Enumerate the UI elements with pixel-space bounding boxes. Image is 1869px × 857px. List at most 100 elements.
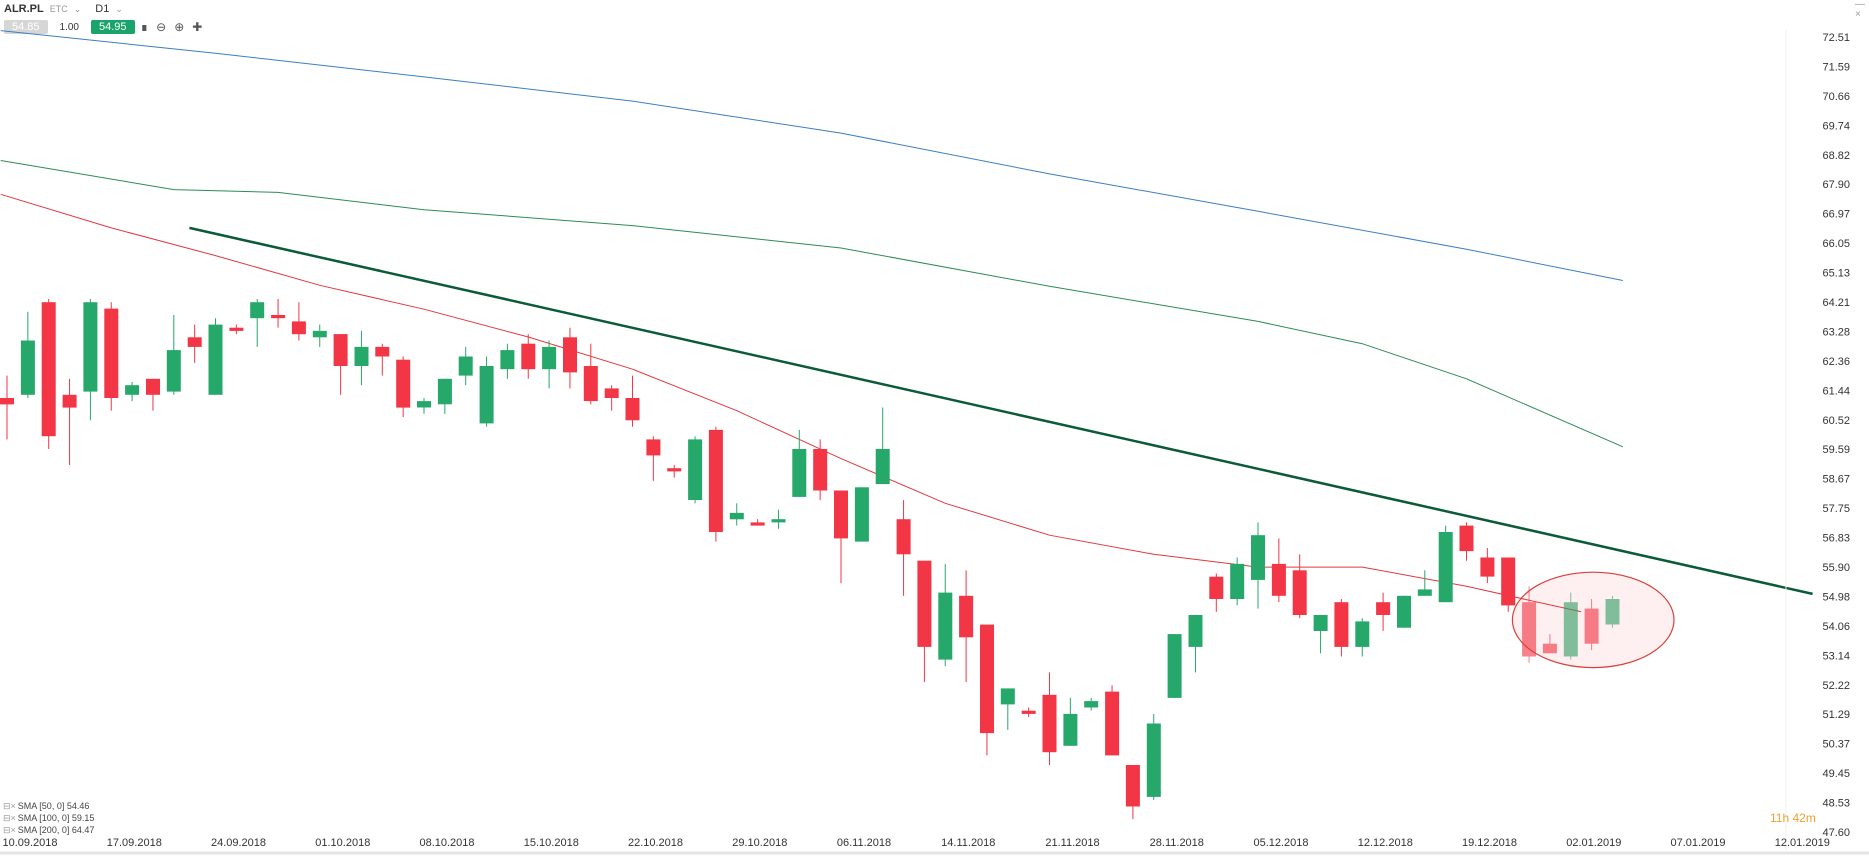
candle bbox=[625, 375, 640, 427]
candle bbox=[41, 299, 56, 449]
candle-body bbox=[437, 378, 452, 405]
legend-label[interactable]: SMA [100, 0] 59.15 bbox=[17, 813, 95, 823]
y-tick-label: 49.45 bbox=[1822, 768, 1850, 780]
candle bbox=[708, 426, 723, 542]
candle-body bbox=[1417, 589, 1432, 596]
x-tick-label: 12.12.2018 bbox=[1358, 837, 1413, 849]
candle bbox=[1084, 698, 1099, 711]
symbol-name[interactable]: ALR.PL bbox=[4, 3, 44, 15]
legend-label[interactable]: SMA [50, 0] 54.46 bbox=[17, 801, 90, 811]
candle-body bbox=[1021, 710, 1036, 714]
candle bbox=[166, 315, 181, 395]
candle-body bbox=[1188, 615, 1203, 647]
remove-icon[interactable]: ⊟× bbox=[3, 825, 16, 835]
y-tick-label: 55.90 bbox=[1822, 562, 1850, 574]
candle bbox=[729, 503, 744, 526]
candle bbox=[521, 334, 536, 379]
x-tick-label: 07.01.2019 bbox=[1670, 837, 1725, 849]
x-tick-label: 12.01.2019 bbox=[1775, 837, 1830, 849]
candle bbox=[917, 560, 932, 682]
candle bbox=[1105, 685, 1120, 756]
legend-item: ⊟× SMA [50, 0] 54.46 bbox=[3, 800, 94, 812]
x-tick-label: 05.12.2018 bbox=[1253, 837, 1308, 849]
y-tick-label: 52.22 bbox=[1822, 680, 1850, 692]
zoom-in-icon[interactable]: ⊕ bbox=[174, 20, 185, 34]
y-tick-label: 57.75 bbox=[1822, 503, 1850, 515]
drawings bbox=[189, 226, 1813, 669]
remove-icon[interactable]: ⊟× bbox=[3, 813, 16, 823]
candle-body bbox=[1480, 557, 1495, 577]
candle-body bbox=[980, 624, 994, 734]
candle-body bbox=[125, 385, 140, 395]
candle bbox=[1188, 615, 1203, 673]
remove-icon[interactable]: ⊟× bbox=[3, 801, 16, 811]
candle bbox=[291, 302, 306, 341]
x-tick-label: 29.10.2018 bbox=[732, 837, 787, 849]
candle-body bbox=[1563, 602, 1578, 657]
candle bbox=[1230, 557, 1245, 606]
candle-body bbox=[208, 324, 223, 395]
candle-body bbox=[146, 378, 160, 395]
candle bbox=[688, 436, 703, 504]
candle-body bbox=[0, 398, 14, 405]
timeframe-selector[interactable]: D1 bbox=[95, 3, 110, 15]
candle-body bbox=[1438, 532, 1453, 603]
y-axis: 72.51 71.59 70.66 69.74 68.82 67.90 66.97 66.05… bbox=[1785, 30, 1850, 850]
x-tick-label: 28.11.2018 bbox=[1150, 837, 1204, 849]
candle bbox=[1480, 548, 1495, 584]
candle-body bbox=[750, 522, 765, 526]
x-tick-label: 17.09.2018 bbox=[107, 837, 162, 849]
candle-body bbox=[625, 398, 640, 421]
window-controls[interactable]: — × bbox=[1855, 0, 1865, 20]
zoom-out-icon[interactable]: ⊖ bbox=[156, 20, 167, 34]
indicators-icon[interactable]: ∎ bbox=[140, 20, 149, 34]
chevron-down-icon[interactable]: ⌄ bbox=[115, 3, 123, 14]
sma-200-line bbox=[0, 30, 1623, 281]
candle-body bbox=[458, 356, 473, 376]
candle bbox=[1271, 538, 1286, 603]
candle bbox=[1417, 570, 1432, 596]
candle-body bbox=[396, 359, 411, 408]
sell-price-button[interactable]: 54.85 bbox=[4, 20, 48, 34]
candle-body bbox=[41, 302, 56, 437]
candle-body bbox=[875, 449, 890, 485]
legend-label[interactable]: SMA [200, 0] 64.47 bbox=[17, 825, 95, 835]
candle bbox=[1000, 688, 1015, 730]
candle-body bbox=[1271, 563, 1286, 596]
candle-body bbox=[250, 302, 265, 319]
crosshair-icon[interactable]: ✚ bbox=[192, 20, 203, 34]
candle bbox=[542, 340, 557, 389]
candle bbox=[1146, 713, 1161, 801]
candle-body bbox=[104, 308, 119, 398]
candle bbox=[500, 343, 515, 379]
sma-100-line bbox=[0, 160, 1624, 448]
y-tick-label: 54.98 bbox=[1822, 591, 1850, 603]
quantity-input[interactable]: 1.00 bbox=[59, 21, 79, 33]
candle-body bbox=[479, 366, 494, 424]
candle bbox=[1501, 557, 1516, 612]
candle-body bbox=[917, 560, 932, 647]
y-tick-label: 67.90 bbox=[1822, 179, 1850, 191]
candle bbox=[125, 382, 140, 402]
y-tick-label: 50.37 bbox=[1822, 739, 1850, 751]
chevron-down-icon[interactable]: ⌄ bbox=[73, 3, 82, 14]
candle-body bbox=[1605, 599, 1620, 625]
candle-body bbox=[229, 327, 244, 331]
y-tick-label: 61.44 bbox=[1822, 385, 1850, 397]
buy-price-button[interactable]: 54.95 bbox=[91, 20, 135, 34]
y-tick-label: 62.36 bbox=[1822, 356, 1850, 368]
highlight-ellipse bbox=[1511, 571, 1675, 669]
indicator-legend: ⊟× SMA [50, 0] 54.46 ⊟× SMA [100, 0] 59.15… bbox=[3, 800, 94, 836]
candle bbox=[792, 429, 807, 497]
candle bbox=[396, 356, 411, 418]
y-tick-label: 47.60 bbox=[1822, 827, 1850, 839]
candle-body bbox=[563, 337, 577, 373]
y-tick-label: 72.51 bbox=[1822, 32, 1850, 44]
candle bbox=[938, 563, 953, 666]
candle bbox=[354, 330, 369, 386]
candle bbox=[83, 299, 98, 421]
y-tick-label: 64.21 bbox=[1822, 297, 1850, 309]
y-tick-label: 68.82 bbox=[1822, 150, 1850, 162]
candle bbox=[1542, 634, 1557, 654]
